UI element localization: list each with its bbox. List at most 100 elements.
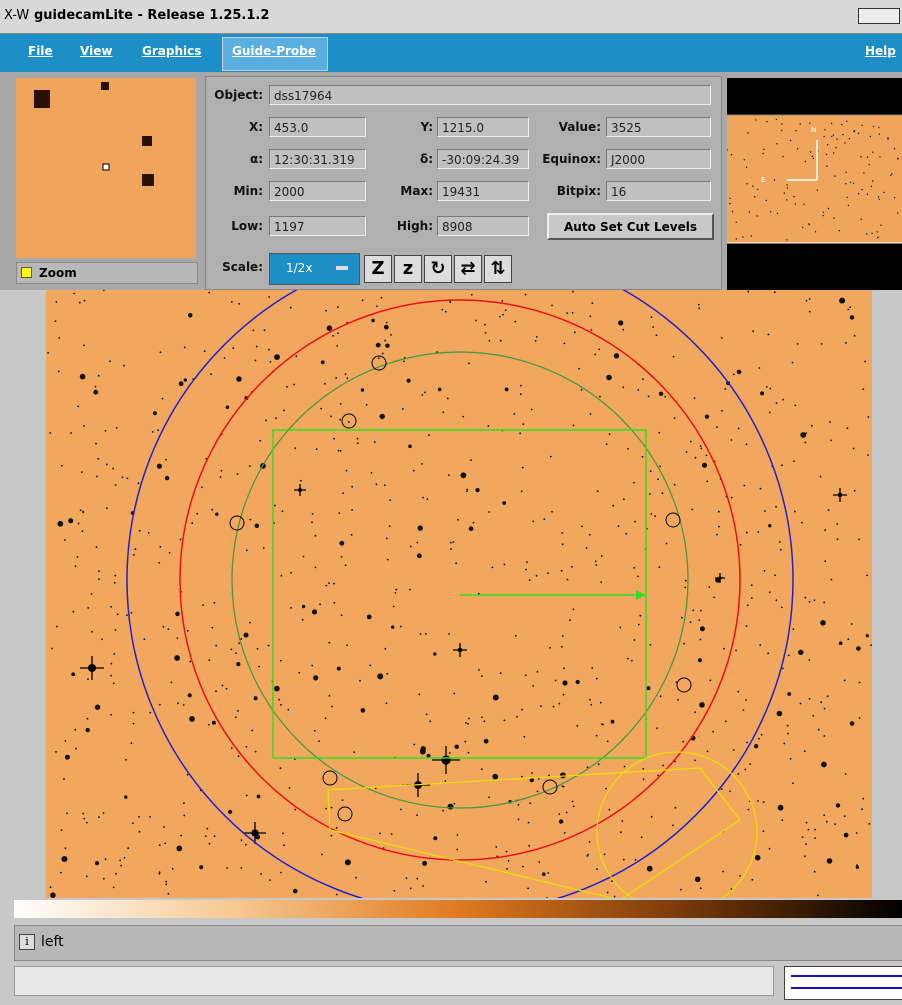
star [745,443,748,446]
star [877,196,880,198]
star [281,510,284,513]
tool-button[interactable]: ⇄ [454,255,482,283]
star [376,305,378,308]
star [208,291,211,294]
bright-star [88,664,96,672]
field-value[interactable]: 2000 [269,181,366,201]
star-pixels [34,90,50,108]
star [600,555,603,557]
star [580,388,583,391]
menu-item[interactable]: View [80,44,113,58]
star [333,582,335,585]
main-image[interactable] [0,290,902,900]
star [162,625,165,628]
menu-item[interactable]: File [28,44,53,58]
star [621,820,624,822]
star [112,886,115,889]
star [689,440,692,443]
star [279,767,282,770]
star [290,571,292,574]
star [835,147,837,149]
field-value[interactable]: 453.0 [269,117,366,137]
star [204,835,207,837]
tool-button[interactable]: z [394,255,422,283]
field-value[interactable]: 3525 [606,117,711,137]
star [313,729,316,732]
star [522,423,525,425]
star [662,764,664,767]
star [278,698,281,701]
field-value[interactable]: 19431 [437,181,529,201]
star [747,808,750,811]
star [220,469,223,472]
star [606,740,609,743]
field-value[interactable]: 1215.0 [437,117,529,137]
star [97,570,100,572]
star [767,333,770,336]
star [805,432,807,435]
star [130,742,133,745]
star [320,407,323,410]
star [391,625,395,629]
star [346,377,349,380]
tool-button[interactable]: ⇅ [484,255,512,283]
star [799,702,802,705]
star [302,555,305,558]
star [571,311,574,314]
star [627,657,629,660]
field-value[interactable]: -30:09:24.39 [437,149,529,169]
star [504,387,509,392]
field-value[interactable]: 8908 [437,216,529,236]
star [102,812,105,814]
star-pixels [101,82,109,90]
menu-item[interactable]: Guide-Probe [232,44,316,58]
star [652,326,655,328]
tool-button[interactable]: ↻ [424,255,452,283]
star [822,211,825,213]
field-value[interactable]: dss17964 [269,85,711,105]
star [782,155,784,158]
star [124,795,128,799]
star [528,579,531,582]
command-entry[interactable] [14,966,774,996]
star [331,705,333,708]
compass-north: N [811,126,816,134]
star [708,586,711,588]
zoom-toggle[interactable]: Zoom [16,262,198,284]
star [283,844,285,847]
star [149,711,152,714]
star [730,153,733,156]
star [634,858,637,861]
scale-dropdown[interactable]: 1/2x [269,253,360,285]
star-pixels [142,174,154,186]
star [330,834,333,837]
auto-cut-button[interactable]: Auto Set Cut Levels [547,213,714,240]
star [809,122,811,124]
star [589,315,592,318]
menu-item[interactable]: Help [865,44,896,58]
star [786,724,789,727]
tool-button[interactable]: Z [364,255,392,283]
star [115,427,118,429]
menu-item[interactable]: Graphics [142,44,202,58]
star [613,895,616,898]
field-value[interactable]: 12:30:31.319 [269,149,366,169]
star [481,675,483,678]
star [416,541,419,544]
star [576,724,579,727]
window-buttons[interactable] [858,8,900,24]
star [701,462,708,468]
star [514,634,517,637]
star [794,203,796,205]
field-value[interactable]: J2000 [606,149,711,169]
checkbox[interactable] [21,267,32,278]
star [180,834,183,837]
star [388,525,391,528]
star [863,172,865,174]
star [64,847,67,850]
star [825,820,828,823]
field-value[interactable]: 1197 [269,216,366,236]
field-value[interactable]: 16 [606,181,711,201]
star [829,421,831,423]
star [519,393,522,396]
